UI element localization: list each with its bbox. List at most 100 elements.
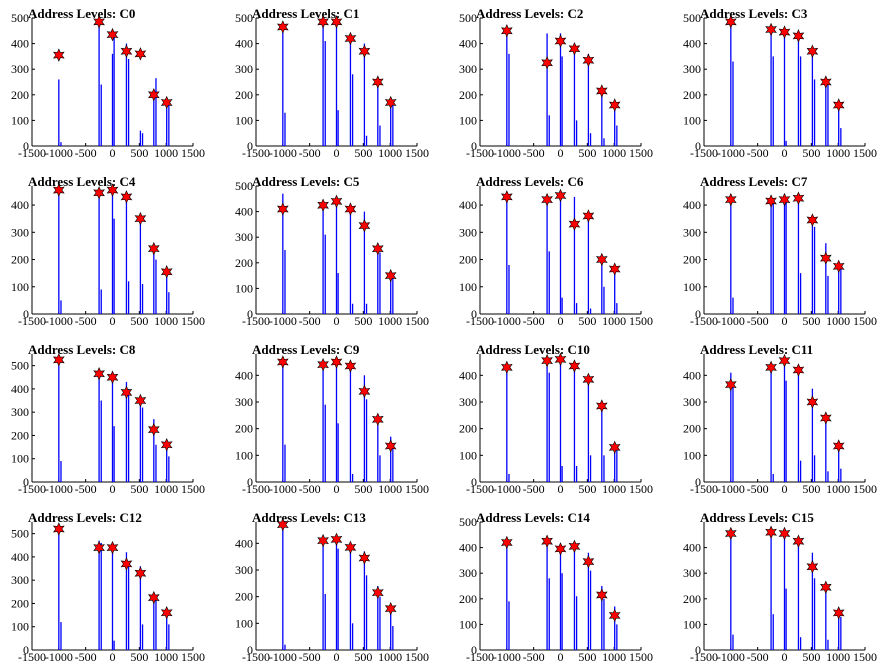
x-tick-label: -1500: [690, 482, 718, 496]
x-tick-label: -1500: [242, 482, 270, 496]
x-tick-label: 1500: [405, 650, 429, 664]
x-tick-label: 1500: [853, 482, 877, 496]
y-tick-label: 0: [247, 307, 253, 321]
x-tick-label: 0: [110, 650, 116, 664]
x-tick-label: -1000: [269, 146, 297, 160]
peak-marker: [160, 438, 173, 452]
x-tick-label: -1500: [18, 314, 46, 328]
peak-marker: [384, 439, 397, 453]
x-tick-label: -500: [523, 314, 545, 328]
peak-marker: [595, 252, 608, 267]
x-tick-label: -1500: [466, 482, 494, 496]
y-tick-label: 0: [247, 475, 253, 489]
y-tick-label: 300: [11, 573, 29, 587]
x-tick-label: 500: [130, 146, 148, 160]
peak-marker: [358, 44, 371, 59]
y-tick-label: 100: [459, 280, 477, 294]
chart-panel: Address Levels: C15 0 100 200 300 400 -1500 -10…: [672, 504, 896, 672]
x-tick-label: -1500: [18, 146, 46, 160]
y-tick-label: 0: [471, 139, 477, 153]
x-tick-label: -1000: [493, 146, 521, 160]
peak-marker: [371, 75, 384, 89]
x-tick-label: 1000: [154, 146, 178, 160]
y-tick-label: 100: [11, 113, 29, 127]
chart-title: Address Levels: C1: [252, 6, 359, 21]
y-tick-label: 100: [459, 448, 477, 462]
chart-svg: Address Levels: C9 0 100 200 300 400 -1500-100…: [235, 342, 429, 496]
x-tick-label: 1000: [826, 482, 850, 496]
peak-marker: [792, 29, 805, 43]
x-tick-label: 500: [578, 482, 596, 496]
peak-marker: [541, 192, 553, 207]
chart-svg: Address Levels: C7 0 100 200 300 400 -1500-100…: [683, 174, 877, 328]
x-tick-label: -1500: [18, 482, 46, 496]
x-tick-label: -500: [523, 482, 545, 496]
x-tick-label: -500: [75, 146, 97, 160]
peak-marker: [358, 384, 371, 399]
y-tick-label: 200: [11, 596, 29, 610]
y-tick-label: 500: [235, 179, 253, 193]
x-tick-label: 1500: [405, 482, 429, 496]
peak-marker: [819, 411, 832, 425]
y-tick-label: 400: [11, 382, 29, 396]
chart-panel: Address Levels: C12 0 100 200 300 400 500 -1500…: [0, 504, 224, 672]
chart-panel: Address Levels: C0 0 100 200 300 400 500 -1500-…: [0, 0, 224, 168]
x-tick-label: 0: [558, 482, 564, 496]
y-tick-label: 400: [683, 368, 701, 382]
x-tick-label: 0: [334, 650, 340, 664]
peak-marker: [608, 262, 621, 276]
x-tick-label: -1500: [690, 146, 718, 160]
peak-marker: [765, 525, 777, 539]
peak-marker: [806, 560, 819, 574]
x-tick-label: 500: [578, 650, 596, 664]
peak-marker: [568, 359, 581, 373]
y-tick-label: 200: [683, 88, 701, 102]
y-tick-label: 400: [11, 37, 29, 51]
peak-marker: [541, 534, 553, 548]
chart-title: Address Levels: C14: [476, 510, 590, 525]
chart-svg: Address Levels: C10100200300400500-1500-…: [235, 6, 429, 160]
x-tick-label: 1000: [378, 146, 402, 160]
y-tick-label: 200: [11, 88, 29, 102]
peak-marker: [806, 395, 819, 409]
x-tick-label: 1500: [181, 650, 205, 664]
y-tick-label: 0: [471, 643, 477, 657]
y-tick-label: 200: [235, 590, 253, 604]
x-tick-label: -1000: [493, 482, 521, 496]
peak-marker: [792, 534, 805, 548]
y-tick-label: 0: [23, 475, 29, 489]
peak-marker: [371, 585, 384, 600]
x-tick-label: 1000: [826, 146, 850, 160]
x-tick-label: -1000: [269, 314, 297, 328]
peak-marker: [317, 533, 329, 548]
peak-marker: [832, 439, 845, 453]
y-tick-label: 200: [235, 422, 253, 436]
y-tick-label: 300: [683, 62, 701, 76]
x-tick-label: 0: [782, 314, 788, 328]
x-tick-label: -500: [75, 650, 97, 664]
y-tick-label: 400: [459, 541, 477, 555]
chart-panel: Address Levels: C13 0 100 200 300 400 -1500 -10…: [224, 504, 448, 672]
y-tick-label: 300: [683, 566, 701, 580]
peak-marker: [582, 209, 595, 223]
y-tick-label: 200: [235, 256, 253, 270]
y-tick-label: 400: [683, 198, 701, 212]
chart-panel: Address Levels: C1 0 100 200 300 400 500 -1500-…: [224, 0, 448, 168]
y-tick-label: 100: [683, 280, 701, 294]
peak-marker: [160, 265, 173, 279]
x-tick-label: 500: [578, 146, 596, 160]
chart-svg: Address Levels: C30100200300400500-1500-…: [683, 6, 877, 160]
peak-marker: [52, 48, 65, 62]
chart-svg: Address Levels: C80100200300400500-1500-…: [11, 342, 205, 496]
x-tick-label: -1000: [717, 314, 745, 328]
y-tick-label: 200: [459, 422, 477, 436]
peak-marker: [554, 188, 567, 203]
x-tick-label: 1500: [181, 482, 205, 496]
peak-marker: [358, 218, 371, 233]
x-tick-label: -1000: [269, 650, 297, 664]
y-tick-label: 400: [459, 198, 477, 212]
y-tick-label: 500: [459, 515, 477, 529]
peak-marker: [806, 213, 819, 227]
peak-marker: [608, 440, 621, 455]
peak-marker: [765, 360, 777, 375]
